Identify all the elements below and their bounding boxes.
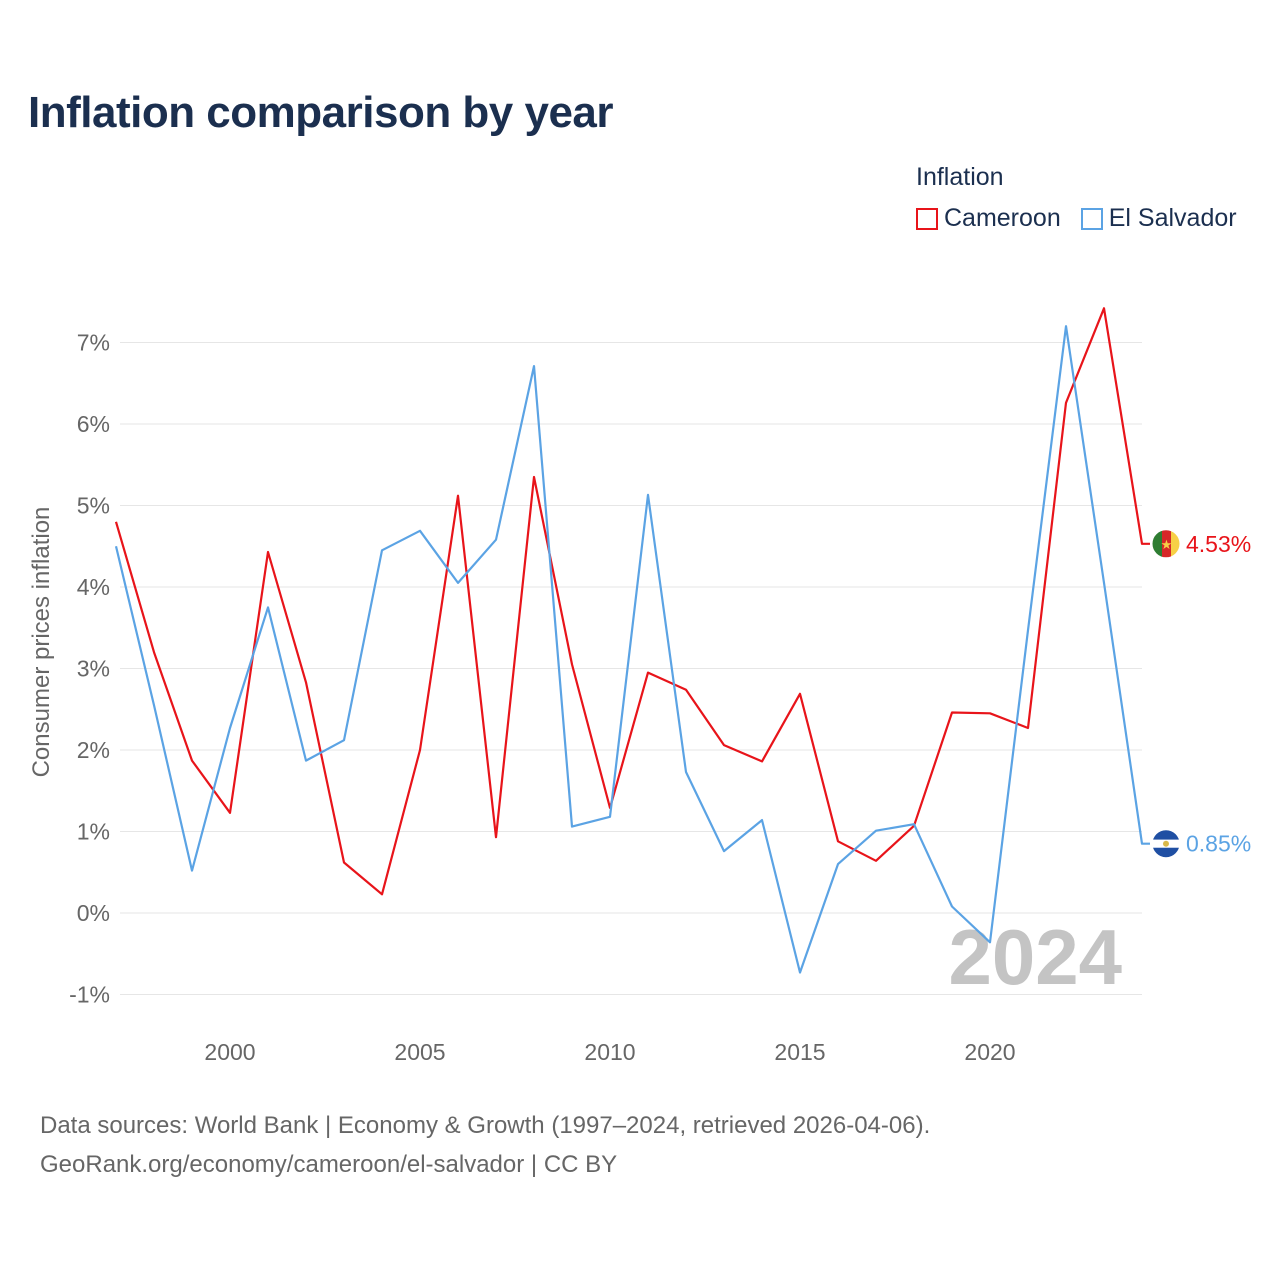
flag-icon-cameroon: ★ <box>1151 529 1181 559</box>
svg-text:★: ★ <box>1161 537 1173 552</box>
y-tick-label-3: 2% <box>77 737 110 763</box>
legend-label-el-salvador: El Salvador <box>1108 204 1237 232</box>
end-label-el-salvador: 0.85% <box>1186 831 1251 857</box>
legend-swatch-cameroon <box>916 207 938 230</box>
y-tick-label-8: 7% <box>77 330 110 356</box>
legend-swatch-el-salvador <box>1080 207 1103 230</box>
chart-title: Inflation comparison by year <box>28 88 614 137</box>
y-tick-label-7: 6% <box>77 411 110 437</box>
legend-item-el-salvador[interactable]: El Salvador <box>1080 204 1237 233</box>
y-tick-label-5: 4% <box>77 574 110 600</box>
legend-item-cameroon[interactable]: Cameroon <box>916 204 1061 233</box>
end-label-cameroon: 4.53% <box>1186 531 1251 557</box>
y-tick-label-4: 3% <box>77 656 110 682</box>
y-tick-label-0: -1% <box>69 982 110 1008</box>
x-tick-label-2020: 2020 <box>964 1039 1015 1065</box>
y-tick-label-2: 1% <box>77 819 110 845</box>
year-watermark: 2024 <box>948 913 1122 1001</box>
data-source-text: Data sources: World Bank | Economy & Gro… <box>40 1112 931 1139</box>
y-tick-label-1: 0% <box>77 900 110 926</box>
footer: Data sources: World Bank | Economy & Gro… <box>40 1106 930 1184</box>
legend-label-cameroon: Cameroon <box>944 204 1061 232</box>
attribution-text: GeoRank.org/economy/cameroon/el-salvador… <box>40 1151 618 1178</box>
series-line-el-salvador <box>114 325 1150 974</box>
x-tick-label-2015: 2015 <box>774 1039 825 1065</box>
x-tick-label-2005: 2005 <box>394 1039 445 1065</box>
x-tick-label-2000: 2000 <box>204 1039 255 1065</box>
series-line-cameroon <box>114 307 1150 896</box>
legend-title: Inflation <box>916 163 1004 191</box>
legend: Cameroon El Salvador <box>916 204 1237 233</box>
flag-icon-el-salvador <box>1151 829 1181 859</box>
x-tick-label-2010: 2010 <box>584 1039 635 1065</box>
y-tick-label-6: 5% <box>77 493 110 519</box>
